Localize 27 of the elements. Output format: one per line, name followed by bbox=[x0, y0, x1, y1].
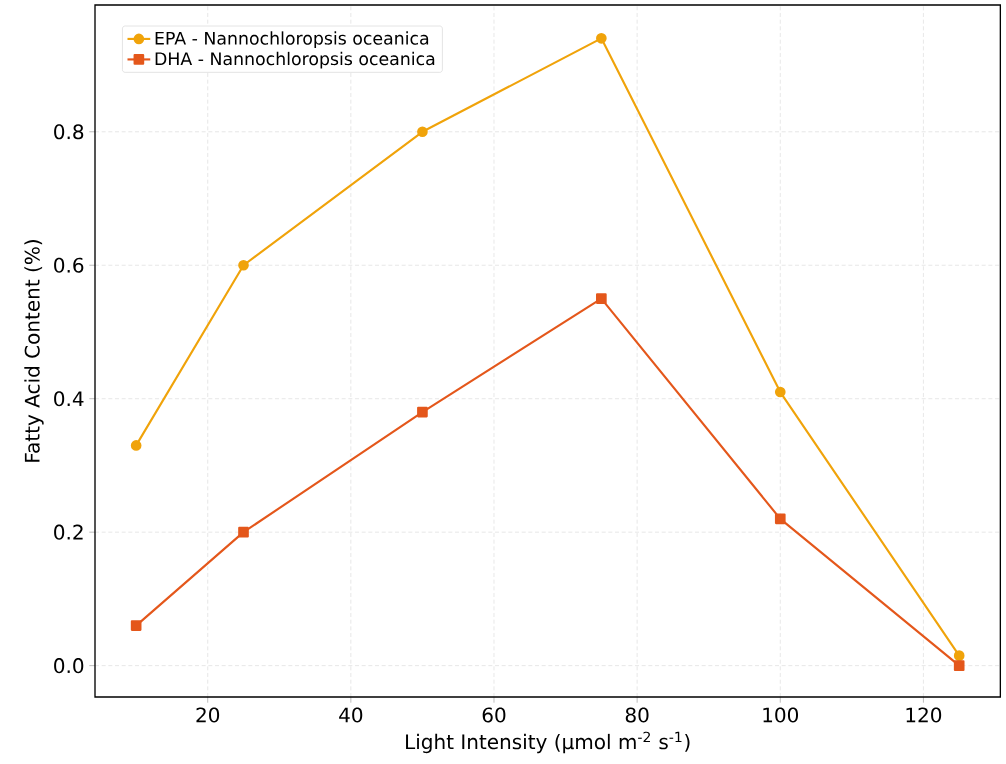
y-tick-label: 0.2 bbox=[54, 524, 83, 540]
point bbox=[596, 33, 607, 44]
x-tick-label: 20 bbox=[196, 707, 220, 723]
x-tick-label: 120 bbox=[906, 707, 942, 723]
x-axis-title: Light Intensity (µmol m$^{-2}$ s$^{-1}$) bbox=[406, 731, 690, 754]
y-tick-label: 0.8 bbox=[54, 124, 84, 140]
y-axis-title: Fatty Acid Content (%) bbox=[24, 240, 44, 462]
point bbox=[238, 526, 249, 538]
point bbox=[417, 406, 428, 418]
point bbox=[130, 620, 142, 631]
legend-label: EPA - Nannochloropsis oceanica bbox=[155, 31, 429, 49]
x-tick-label: 60 bbox=[482, 707, 506, 723]
point bbox=[953, 650, 965, 661]
point bbox=[130, 440, 142, 451]
y-tick-label: 0.4 bbox=[54, 391, 84, 407]
point bbox=[417, 126, 428, 138]
point bbox=[774, 386, 786, 398]
point bbox=[953, 660, 965, 671]
point bbox=[238, 259, 249, 271]
point bbox=[596, 293, 607, 304]
point bbox=[774, 513, 786, 525]
y-tick-label: 0.0 bbox=[54, 658, 84, 674]
x-tick-label: 80 bbox=[625, 707, 649, 723]
x-tick-label: 100 bbox=[763, 707, 799, 723]
y-tick-label: 0.6 bbox=[54, 257, 84, 273]
x-tick-label: 40 bbox=[339, 707, 363, 723]
legend-label: DHA - Nannochloropsis oceanica bbox=[155, 51, 435, 69]
